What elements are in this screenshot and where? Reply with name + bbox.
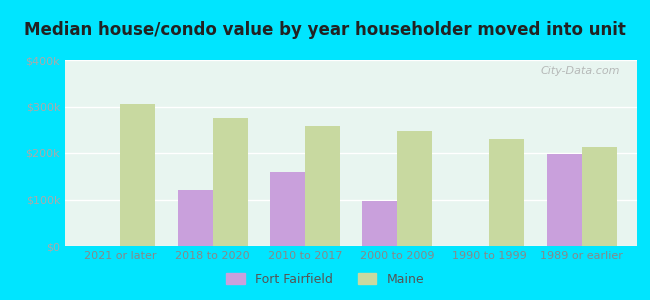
Bar bbox=[177, 190, 213, 246]
Legend: Fort Fairfield, Maine: Fort Fairfield, Maine bbox=[221, 268, 429, 291]
Bar bbox=[489, 139, 525, 246]
Bar bbox=[397, 131, 432, 246]
Bar bbox=[582, 147, 617, 246]
Bar bbox=[120, 104, 155, 246]
Bar bbox=[270, 172, 305, 246]
Bar bbox=[547, 154, 582, 246]
Bar bbox=[213, 118, 248, 246]
Text: City-Data.com: City-Data.com bbox=[540, 66, 620, 76]
Bar bbox=[362, 201, 397, 246]
Text: Median house/condo value by year householder moved into unit: Median house/condo value by year househo… bbox=[24, 21, 626, 39]
Bar bbox=[305, 127, 340, 246]
